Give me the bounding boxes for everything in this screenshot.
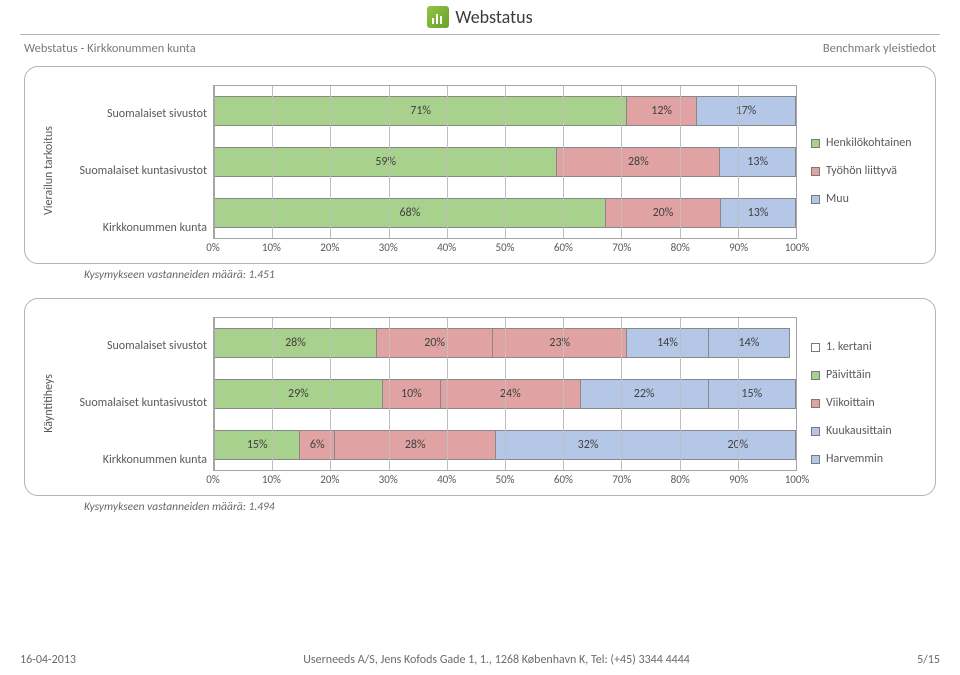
x-axis-1: 0%10%20%30%40%50%60%70%80%90%100% [213, 241, 797, 257]
legend-label: Muu [826, 192, 849, 206]
legend-swatch [811, 195, 820, 204]
legend-1: Henkilökohtainen Työhön liittyvä Muu [797, 85, 925, 257]
y-axis-title-2: Käyntitiheys [42, 374, 56, 433]
x-tick: 20% [320, 241, 339, 254]
legend-item: Työhön liittyvä [811, 164, 925, 178]
x-tick: 60% [554, 241, 573, 254]
legend-swatch [811, 139, 820, 148]
category-label: Suomalaiset kuntasivustot [63, 396, 207, 410]
x-tick: 40% [437, 241, 456, 254]
category-labels-1: Suomalaiset sivustot Suomalaiset kuntasiv… [63, 85, 213, 257]
bar-segment: 10% [383, 379, 441, 409]
x-tick: 90% [729, 473, 748, 486]
bar-segment: 32% [496, 430, 680, 460]
bar-segment: 17% [697, 96, 796, 126]
bar-segment: 28% [214, 328, 377, 358]
category-label: Suomalaiset kuntasivustot [63, 164, 207, 178]
bar-segment: 28% [557, 147, 720, 177]
legend-item: Viikoittain [811, 396, 925, 410]
legend-swatch [811, 455, 820, 464]
footer-page: 5/15 [917, 653, 940, 667]
header-line: Webstatus - Kirkkonummen kunta Benchmark… [0, 35, 960, 58]
legend-label: 1. kertani [826, 340, 872, 354]
x-tick: 0% [206, 241, 219, 254]
bar-segment: 71% [214, 96, 627, 126]
x-tick: 40% [437, 473, 456, 486]
x-tick: 30% [379, 473, 398, 486]
bar-segment: 14% [627, 328, 708, 358]
category-label: Suomalaiset sivustot [63, 339, 207, 353]
bar-segment: 20% [377, 328, 493, 358]
legend-label: Henkilökohtainen [826, 136, 912, 150]
legend-label: Viikoittain [826, 396, 875, 410]
x-tick: 30% [379, 241, 398, 254]
x-axis-2: 0%10%20%30%40%50%60%70%80%90%100% [213, 473, 797, 489]
category-label: Suomalaiset sivustot [63, 107, 207, 121]
bar-segment: 13% [721, 198, 796, 228]
x-tick: 100% [785, 241, 810, 254]
legend-swatch [811, 427, 820, 436]
header-right: Benchmark yleistiedot [823, 41, 936, 56]
legend-item: Kuukausittain [811, 424, 925, 438]
plot-area-2: 28%20%23%14%14%29%10%24%22%15%15%6%28%32… [213, 317, 797, 471]
logo: Webstatus [427, 6, 532, 28]
note-2: Kysymykseen vastanneiden määrä: 1.494 [84, 500, 936, 514]
x-tick: 50% [495, 241, 514, 254]
bar-segment: 22% [581, 379, 709, 409]
x-tick: 10% [262, 241, 281, 254]
bar-segment: 29% [214, 379, 383, 409]
footer: 16-04-2013 Userneeds A/S, Jens Kofods Ga… [20, 653, 940, 667]
plot-area-1: 71%12%17%59%28%13%68%20%13% [213, 85, 797, 239]
x-tick: 0% [206, 473, 219, 486]
legend-item: 1. kertani [811, 340, 925, 354]
category-label: Kirkkonummen kunta [63, 221, 207, 235]
legend-2: 1. kertani Päivittäin Viikoittain Kuukausit… [797, 317, 925, 489]
legend-item: Muu [811, 192, 925, 206]
x-tick: 10% [262, 473, 281, 486]
logo-row: Webstatus [0, 0, 960, 32]
legend-label: Harvemmin [826, 452, 883, 466]
x-tick: 20% [320, 473, 339, 486]
legend-item: Harvemmin [811, 452, 925, 466]
category-label: Kirkkonummen kunta [63, 453, 207, 467]
bar-segment: 23% [493, 328, 627, 358]
legend-swatch [811, 343, 820, 352]
legend-label: Työhön liittyvä [826, 164, 897, 178]
bar-segment: 15% [709, 379, 796, 409]
bar-segment: 12% [627, 96, 697, 126]
bar-segment: 14% [709, 328, 790, 358]
barchart-icon [427, 6, 449, 28]
x-tick: 50% [495, 473, 514, 486]
x-tick: 80% [671, 241, 690, 254]
bar-segment: 24% [441, 379, 581, 409]
x-tick: 70% [612, 473, 631, 486]
bar-segment: 28% [335, 430, 496, 460]
logo-text: Webstatus [455, 6, 532, 28]
chart-panel-1: Vierailun tarkoitus Suomalaiset sivustot… [24, 66, 936, 264]
x-tick: 80% [671, 473, 690, 486]
x-tick: 70% [612, 241, 631, 254]
footer-date: 16-04-2013 [20, 653, 76, 667]
legend-swatch [811, 167, 820, 176]
legend-label: Päivittäin [826, 368, 871, 382]
bar-segment: 20% [606, 198, 721, 228]
bar-segment: 15% [214, 430, 300, 460]
legend-item: Henkilökohtainen [811, 136, 925, 150]
footer-center: Userneeds A/S, Jens Kofods Gade 1, 1., 1… [303, 653, 690, 667]
legend-swatch [811, 399, 820, 408]
x-tick: 100% [785, 473, 810, 486]
legend-item: Päivittäin [811, 368, 925, 382]
y-axis-title-1: Vierailun tarkoitus [42, 126, 56, 215]
x-tick: 90% [729, 241, 748, 254]
chart-panel-2: Käyntitiheys Suomalaiset sivustotSuomala… [24, 298, 936, 496]
note-1: Kysymykseen vastanneiden määrä: 1.451 [84, 268, 936, 282]
bar-segment: 13% [720, 147, 796, 177]
legend-swatch [811, 371, 820, 380]
header-left: Webstatus - Kirkkonummen kunta [24, 41, 196, 56]
x-tick: 60% [554, 473, 573, 486]
legend-label: Kuukausittain [826, 424, 892, 438]
category-labels-2: Suomalaiset sivustot Suomalaiset kuntasiv… [63, 317, 213, 489]
